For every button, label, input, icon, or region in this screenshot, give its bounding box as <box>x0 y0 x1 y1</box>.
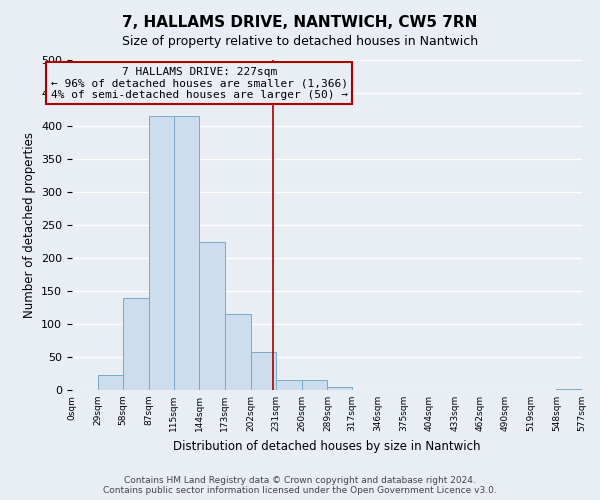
Text: Size of property relative to detached houses in Nantwich: Size of property relative to detached ho… <box>122 35 478 48</box>
Bar <box>173 116 199 390</box>
Y-axis label: Number of detached properties: Number of detached properties <box>23 132 35 318</box>
Bar <box>149 116 173 390</box>
Text: Contains HM Land Registry data © Crown copyright and database right 2024.
Contai: Contains HM Land Registry data © Crown c… <box>103 476 497 495</box>
Bar <box>328 386 352 390</box>
Bar <box>302 380 328 390</box>
Bar <box>225 314 251 390</box>
Text: 7 HALLAMS DRIVE: 227sqm
← 96% of detached houses are smaller (1,366)
4% of semi-: 7 HALLAMS DRIVE: 227sqm ← 96% of detache… <box>51 66 348 100</box>
X-axis label: Distribution of detached houses by size in Nantwich: Distribution of detached houses by size … <box>173 440 481 452</box>
Bar <box>276 380 302 390</box>
Bar <box>123 298 149 390</box>
Bar <box>556 388 582 390</box>
Text: 7, HALLAMS DRIVE, NANTWICH, CW5 7RN: 7, HALLAMS DRIVE, NANTWICH, CW5 7RN <box>122 15 478 30</box>
Bar <box>251 352 276 390</box>
Bar <box>98 376 123 390</box>
Bar <box>199 242 225 390</box>
